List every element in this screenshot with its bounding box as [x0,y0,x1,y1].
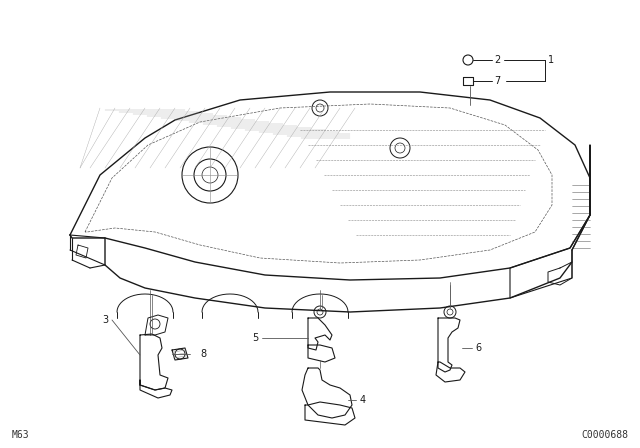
Text: 4: 4 [360,395,366,405]
Text: 5: 5 [252,333,258,343]
Text: 1: 1 [548,55,554,65]
Text: 2: 2 [494,55,500,65]
Text: 3: 3 [102,315,108,325]
Text: 8: 8 [200,349,206,359]
Text: C0000688: C0000688 [581,430,628,440]
Text: 6: 6 [475,343,481,353]
Text: 7: 7 [494,76,500,86]
Text: M63: M63 [12,430,29,440]
